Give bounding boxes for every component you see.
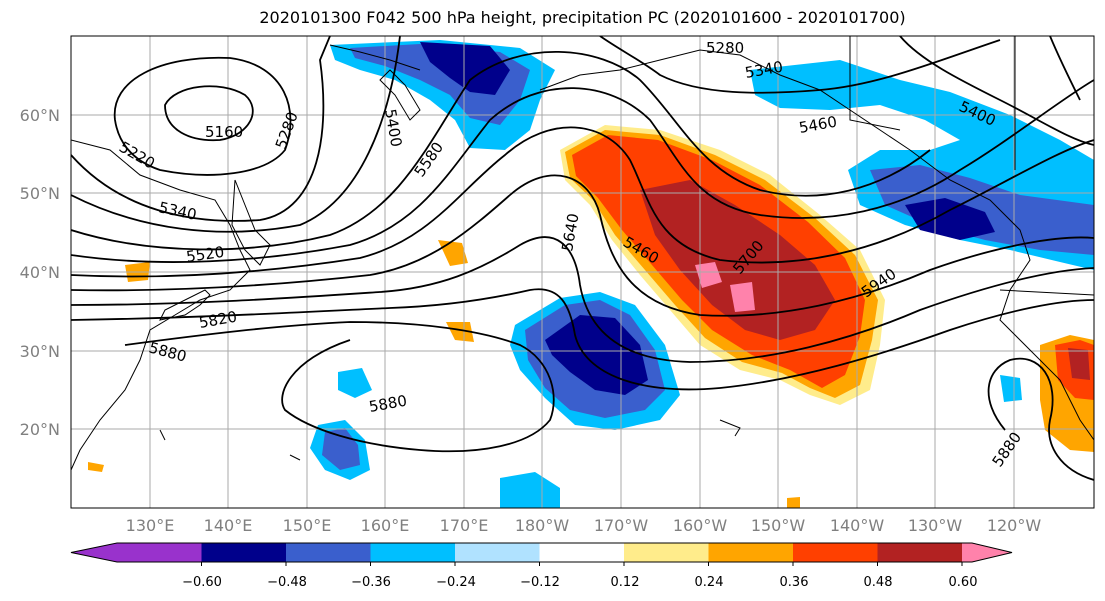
colorbar-segment xyxy=(286,543,371,562)
neg-anomaly-small xyxy=(310,368,1022,508)
contour-label-5280-ne: 5280 xyxy=(706,39,744,57)
colorbar-segment xyxy=(624,543,709,562)
map-title: 2020101300 F042 500 hPa height, precipit… xyxy=(259,8,906,27)
colorbar-segment xyxy=(539,543,624,562)
colorbar-segment xyxy=(71,543,202,562)
neg-anomaly-central xyxy=(510,292,680,430)
lon-label-140e: 140°E xyxy=(204,516,253,535)
colorbar-segment xyxy=(877,543,962,562)
colorbar-tick: 0.12 xyxy=(611,575,640,590)
lon-label-180w: 180°W xyxy=(515,516,570,535)
lat-label-50n: 50°N xyxy=(20,184,60,203)
contour-label-5520: 5520 xyxy=(185,243,225,266)
lat-label-60n: 60°N xyxy=(20,106,60,125)
colorbar-tick: 0.48 xyxy=(864,575,893,590)
pos-anomaly-band xyxy=(560,125,885,405)
colorbar-segment xyxy=(455,543,540,562)
colorbar-tick: −0.60 xyxy=(182,575,222,590)
coastlines xyxy=(71,36,1094,471)
height-contours xyxy=(71,36,1094,481)
lon-label-170w: 170°W xyxy=(594,516,649,535)
colorbar-tick: 0.60 xyxy=(949,575,978,590)
colorbar-segment xyxy=(962,543,1012,562)
colorbar-tick: −0.24 xyxy=(436,575,476,590)
colorbar-segment xyxy=(708,543,793,562)
map-plot-area: 5160 5220 5280 5340 5400 5460 5520 5580 … xyxy=(71,36,1094,508)
lat-label-30n: 30°N xyxy=(20,342,60,361)
map-frame xyxy=(70,35,1095,509)
contour-label-5160: 5160 xyxy=(205,123,243,141)
colorbar-segment xyxy=(201,543,286,562)
colorbar-tick-labels: −0.60 −0.48 −0.36 −0.24 −0.12 0.12 0.24 … xyxy=(182,575,977,590)
colorbar-outline xyxy=(70,542,1013,563)
colorbar-segment xyxy=(370,543,455,562)
lat-label-40n: 40°N xyxy=(20,263,60,282)
colorbar-tick: 0.36 xyxy=(780,575,809,590)
lat-label-20n: 20°N xyxy=(20,420,60,439)
colorbar xyxy=(70,542,1013,566)
lon-label-130e: 130°E xyxy=(126,516,175,535)
latitude-labels: 60°N 50°N 40°N 30°N 20°N xyxy=(20,106,60,439)
lon-label-170e: 170°E xyxy=(440,516,489,535)
lon-label-160w: 160°W xyxy=(673,516,728,535)
lon-label-150w: 150°W xyxy=(751,516,806,535)
colorbar-tick: −0.48 xyxy=(267,575,307,590)
longitude-labels: 130°E 140°E 150°E 160°E 170°E 180°W 170°… xyxy=(126,516,1042,535)
colorbar-tick: 0.24 xyxy=(695,575,724,590)
lon-label-130w: 130°W xyxy=(908,516,963,535)
lon-label-160e: 160°E xyxy=(361,516,410,535)
colorbar-segment xyxy=(793,543,878,562)
colorbar-tick: −0.12 xyxy=(520,575,560,590)
colorbar-tick: −0.36 xyxy=(351,575,391,590)
lon-label-120w: 120°W xyxy=(987,516,1042,535)
lon-label-150e: 150°E xyxy=(283,516,332,535)
lon-label-140w: 140°W xyxy=(830,516,885,535)
